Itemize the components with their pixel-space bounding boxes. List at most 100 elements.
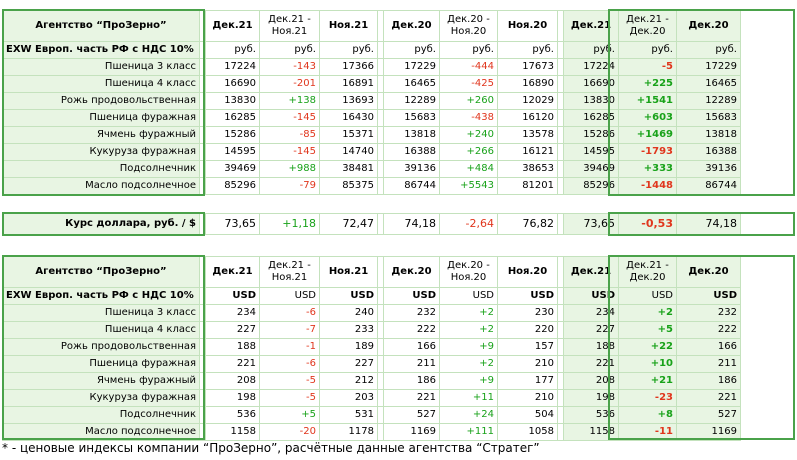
- value-cell: +22: [618, 338, 677, 356]
- value-cell: +21: [618, 372, 677, 390]
- value-cell: 166: [383, 338, 440, 356]
- commodity-name: Кукуруза фуражная: [2, 389, 200, 407]
- value-cell: 14595: [205, 143, 260, 161]
- column-header: Ноя.21: [319, 256, 378, 288]
- value-cell: 233: [319, 321, 378, 339]
- value-cell: 186: [676, 372, 741, 390]
- value-cell: 12289: [676, 92, 741, 110]
- value-cell: -6: [259, 304, 320, 322]
- commodity-name: Пшеница фуражная: [2, 109, 200, 127]
- value-cell: 203: [319, 389, 378, 407]
- table-row: Рожь продовольственная 13830 +138 13693 1228…: [2, 92, 741, 110]
- value-cell: 17366: [319, 58, 378, 76]
- value-cell: 17229: [383, 58, 440, 76]
- value-cell: -201: [259, 75, 320, 93]
- units-row: EXW Европ. часть РФ с НДС 10% руб. руб. руб…: [2, 41, 741, 59]
- value-cell: -425: [439, 75, 498, 93]
- value-cell: +225: [618, 75, 677, 93]
- value-cell: +988: [259, 160, 320, 178]
- value-cell: 230: [497, 304, 558, 322]
- value-cell: 220: [497, 321, 558, 339]
- value-cell: 16690: [205, 75, 260, 93]
- value-cell: -6: [259, 355, 320, 373]
- value-cell: 85296: [205, 177, 260, 195]
- header-row: Агентство “ПроЗерно” Дек.21 Дек.21 - Ноя.21…: [2, 10, 741, 42]
- table-row: Кукуруза фуражная 14595 -145 14740 16388 +266…: [2, 143, 741, 161]
- value-cell: -7: [259, 321, 320, 339]
- commodity-name: Ячмень фуражный: [2, 126, 200, 144]
- value-cell: 232: [383, 304, 440, 322]
- value-cell: -1: [259, 338, 320, 356]
- column-header: Дек.21 - Ноя.21: [259, 10, 320, 42]
- value-cell: 14740: [319, 143, 378, 161]
- dollar-row: Курс доллара, руб. / $73,65 +1,18 72,47 74,…: [2, 213, 741, 235]
- value-cell: 222: [383, 321, 440, 339]
- value-cell: 177: [497, 372, 558, 390]
- value-cell: 17224: [205, 58, 260, 76]
- unit-cell: USD: [205, 287, 260, 305]
- value-cell: 39469: [563, 160, 619, 178]
- value-cell: -1448: [618, 177, 677, 195]
- value-cell: 210: [497, 355, 558, 373]
- table-row: Пшеница 4 класс 227 -7 233 222 +2 220 227 +5 222: [2, 321, 741, 339]
- value-cell: 189: [319, 338, 378, 356]
- value-cell: -145: [259, 143, 320, 161]
- value-cell: +333: [618, 160, 677, 178]
- value-cell: 14595: [563, 143, 619, 161]
- value-cell: 17229: [676, 58, 741, 76]
- value-cell: -438: [439, 109, 498, 127]
- dollar-value: 74,18: [676, 213, 741, 235]
- value-cell: +5: [618, 321, 677, 339]
- commodity-name: Ячмень фуражный: [2, 372, 200, 390]
- value-cell: 16285: [563, 109, 619, 127]
- value-cell: 12029: [497, 92, 558, 110]
- unit-cell: руб.: [563, 41, 619, 59]
- commodity-name: Пшеница 3 класс: [2, 304, 200, 322]
- unit-cell: руб.: [259, 41, 320, 59]
- value-cell: 86744: [676, 177, 741, 195]
- agency-title: Агентство “ПроЗерно”: [2, 256, 200, 288]
- value-cell: 1169: [676, 423, 741, 441]
- value-cell: -85: [259, 126, 320, 144]
- value-cell: 39136: [383, 160, 440, 178]
- table-row: Рожь продовольственная 188 -1 189 166 +9 157 18…: [2, 338, 741, 356]
- column-header: Дек.20 - Ноя.20: [439, 10, 498, 42]
- value-cell: -5: [259, 372, 320, 390]
- value-cell: 232: [676, 304, 741, 322]
- value-cell: -20: [259, 423, 320, 441]
- value-cell: +111: [439, 423, 498, 441]
- dollar-value: 76,82: [497, 213, 558, 235]
- value-cell: 208: [563, 372, 619, 390]
- value-cell: 211: [383, 355, 440, 373]
- value-cell: 527: [676, 406, 741, 424]
- value-cell: +260: [439, 92, 498, 110]
- dollar-value: -0,53: [618, 213, 677, 235]
- value-cell: 39469: [205, 160, 260, 178]
- value-cell: 13830: [563, 92, 619, 110]
- value-cell: +2: [618, 304, 677, 322]
- unit-cell: руб.: [319, 41, 378, 59]
- value-cell: +10: [618, 355, 677, 373]
- value-cell: 16430: [319, 109, 378, 127]
- value-cell: +8: [618, 406, 677, 424]
- unit-cell: USD: [319, 287, 378, 305]
- column-header: Дек.21: [205, 256, 260, 288]
- value-cell: 234: [205, 304, 260, 322]
- value-cell: -444: [439, 58, 498, 76]
- table-row: Ячмень фуражный 15286 -85 15371 13818 +240 135…: [2, 126, 741, 144]
- value-cell: 1169: [383, 423, 440, 441]
- value-cell: 157: [497, 338, 558, 356]
- value-cell: 16285: [205, 109, 260, 127]
- table-row: Масло подсолнечное 85296 -79 85375 86744 +554…: [2, 177, 741, 195]
- value-cell: 1178: [319, 423, 378, 441]
- commodity-name: Пшеница 3 класс: [2, 58, 200, 76]
- unit-cell: USD: [439, 287, 498, 305]
- value-cell: -5: [618, 58, 677, 76]
- value-cell: 240: [319, 304, 378, 322]
- table-row: Подсолнечник 39469 +988 38481 39136 +484 38653…: [2, 160, 741, 178]
- value-cell: +5: [259, 406, 320, 424]
- value-cell: +2: [439, 321, 498, 339]
- value-cell: 13693: [319, 92, 378, 110]
- value-cell: 536: [563, 406, 619, 424]
- value-cell: 13818: [676, 126, 741, 144]
